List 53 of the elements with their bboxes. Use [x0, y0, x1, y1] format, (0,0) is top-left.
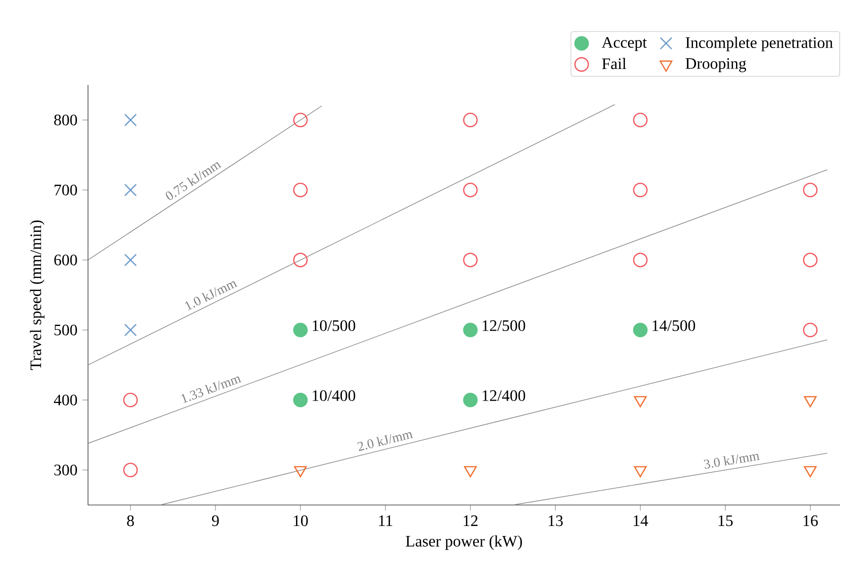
- x-tick-label: 16: [804, 515, 818, 526]
- point: [123, 462, 138, 478]
- point: [633, 252, 648, 268]
- annotation: 14/500: [652, 320, 696, 332]
- point: [802, 322, 818, 338]
- point: [293, 392, 308, 408]
- annotation: 10/400: [312, 390, 356, 402]
- annotation: 10/500: [312, 320, 356, 332]
- point: [124, 324, 137, 336]
- y-tick-label: 800: [54, 114, 77, 126]
- point: [124, 184, 137, 196]
- annotation: 12/500: [482, 320, 526, 332]
- x-tick-label: 11: [379, 515, 392, 526]
- point: [633, 112, 648, 128]
- point: [124, 114, 137, 126]
- point: [802, 182, 818, 198]
- x-tick-label: 8: [127, 515, 134, 526]
- point: [293, 182, 308, 198]
- point: [293, 322, 308, 338]
- point: [293, 112, 308, 128]
- point: [463, 322, 478, 338]
- legend-label: Accept: [602, 37, 647, 52]
- point: [293, 252, 308, 268]
- point: [124, 254, 137, 266]
- text: 3.0 kJ/mm: [704, 454, 760, 469]
- annotation: 12/400: [482, 390, 526, 402]
- x-tick-label: 13: [548, 515, 563, 526]
- x-tick-label: 12: [464, 515, 478, 526]
- text: 1.0 kJ/mm: [185, 281, 238, 310]
- x-axis-title: Laser power (kW): [406, 535, 522, 550]
- x-tick-label: 10: [294, 515, 308, 526]
- point: [123, 392, 138, 408]
- y-tick-label: 400: [54, 394, 77, 406]
- text: 1.33 kJ/mm: [181, 376, 242, 404]
- y-axis-title: Travel speed (mm/min): [30, 220, 44, 370]
- point: [802, 252, 818, 268]
- y-tick-label: 700: [54, 184, 77, 196]
- point: [463, 392, 478, 408]
- y-tick-label: 500: [54, 324, 77, 336]
- point: [633, 322, 648, 338]
- point: [463, 252, 478, 268]
- x-tick-label: 14: [634, 515, 648, 526]
- point: [633, 182, 648, 198]
- point: [463, 182, 478, 198]
- x-tick-label: 15: [718, 515, 733, 526]
- legend-label: Drooping: [686, 58, 746, 72]
- legend-label: Fail: [602, 58, 626, 70]
- y-tick-label: 600: [54, 254, 77, 266]
- point: [463, 112, 478, 128]
- legend-label: Incomplete penetration: [686, 36, 833, 52]
- x-tick-label: 9: [212, 515, 219, 526]
- text: 2.0 kJ/mm: [357, 432, 414, 452]
- y-tick-label: 300: [54, 464, 77, 476]
